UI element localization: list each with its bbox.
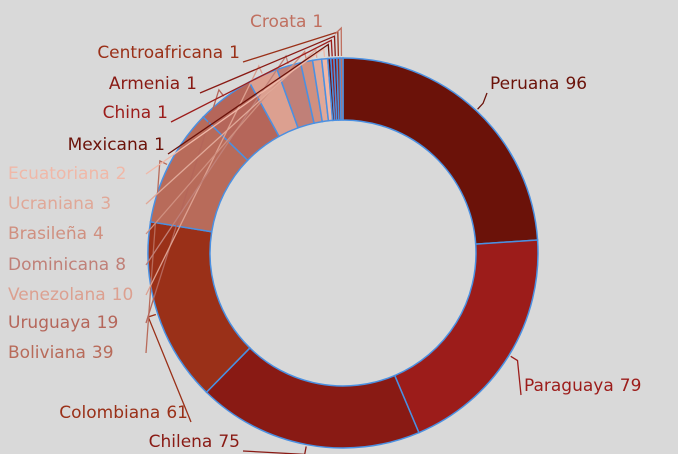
value-label: 39 xyxy=(92,343,114,363)
category-name: Armenia xyxy=(109,74,180,94)
category-name: Chilena xyxy=(149,432,213,452)
category-name: Brasileña xyxy=(8,224,87,244)
slice-label: Colombiana 61 xyxy=(59,403,188,423)
slice-label: Boliviana 39 xyxy=(8,343,114,363)
slice-label: China 1 xyxy=(103,103,168,123)
category-name: Peruana xyxy=(490,74,559,94)
value-label: 4 xyxy=(93,224,104,244)
slice-label: Chilena 75 xyxy=(149,432,240,452)
slice-label: Brasileña 4 xyxy=(8,224,104,244)
value-label: 10 xyxy=(112,285,134,305)
category-name: Dominicana xyxy=(8,255,109,275)
value-label: 1 xyxy=(229,43,240,63)
category-name: Venezolana xyxy=(8,285,106,305)
slice-label: Ecuatoriana 2 xyxy=(8,164,127,184)
leader-line xyxy=(477,92,488,110)
category-name: Paraguaya xyxy=(524,376,614,396)
slice-label: Peruana 96 xyxy=(490,74,587,94)
value-label: 1 xyxy=(157,103,168,123)
category-name: Ucraniana xyxy=(8,194,94,214)
category-name: Croata xyxy=(250,12,306,32)
leader-line xyxy=(334,26,343,57)
leader-line xyxy=(145,159,168,354)
slice-label: Croata 1 xyxy=(250,12,323,32)
slice-label: Venezolana 10 xyxy=(8,285,133,305)
slice-label: Centroafricana 1 xyxy=(97,43,240,63)
leader-line xyxy=(170,39,333,123)
category-name: China xyxy=(103,103,152,123)
category-name: Centroafricana xyxy=(97,43,223,63)
value-label: 1 xyxy=(154,135,165,155)
leader-line xyxy=(510,355,522,396)
category-name: Boliviana xyxy=(8,343,86,363)
slice-label: Paraguaya 79 xyxy=(524,376,641,396)
category-name: Uruguaya xyxy=(8,313,91,333)
slice xyxy=(342,57,539,245)
leader-line xyxy=(145,64,263,296)
value-label: 1 xyxy=(312,12,323,32)
labels: Peruana 96 Paraguaya 79 Chilena 75 Colombiana 6… xyxy=(59,12,641,452)
slice-label: Uruguaya 19 xyxy=(8,313,118,333)
leader-line xyxy=(242,446,307,454)
slice xyxy=(339,57,344,121)
category-name: Mexicana xyxy=(68,135,149,155)
slice-label: Dominicana 8 xyxy=(8,255,126,275)
category-name: Colombiana xyxy=(59,403,160,423)
leader-line xyxy=(199,35,336,94)
value-label: 3 xyxy=(100,194,111,214)
value-label: 1 xyxy=(186,74,197,94)
leaders xyxy=(145,26,522,454)
value-label: 8 xyxy=(115,255,126,275)
value-label: 79 xyxy=(620,376,642,396)
slice-label: Ucraniana 3 xyxy=(8,194,111,214)
slice-label: Armenia 1 xyxy=(109,74,197,94)
slice-label: Mexicana 1 xyxy=(68,135,165,155)
leader-line xyxy=(145,48,318,205)
value-label: 61 xyxy=(166,403,188,423)
leader-line xyxy=(167,43,330,155)
slices xyxy=(147,57,539,449)
leader-line xyxy=(145,47,326,175)
value-label: 75 xyxy=(218,432,240,452)
value-label: 19 xyxy=(97,313,119,333)
value-label: 2 xyxy=(116,164,127,184)
category-name: Ecuatoriana xyxy=(8,164,110,184)
slice xyxy=(393,239,539,434)
value-label: 96 xyxy=(565,74,587,94)
leader-line xyxy=(145,50,307,235)
